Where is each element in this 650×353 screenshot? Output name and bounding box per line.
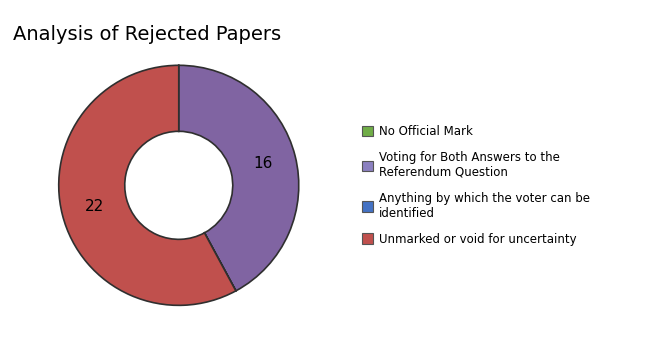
Wedge shape: [205, 233, 236, 291]
Wedge shape: [179, 65, 299, 291]
Text: 16: 16: [254, 156, 273, 172]
Text: 22: 22: [84, 199, 104, 214]
Text: Analysis of Rejected Papers: Analysis of Rejected Papers: [13, 25, 281, 44]
Wedge shape: [58, 65, 236, 305]
Legend: No Official Mark, Voting for Both Answers to the
Referendum Question, Anything b: No Official Mark, Voting for Both Answer…: [357, 120, 595, 251]
